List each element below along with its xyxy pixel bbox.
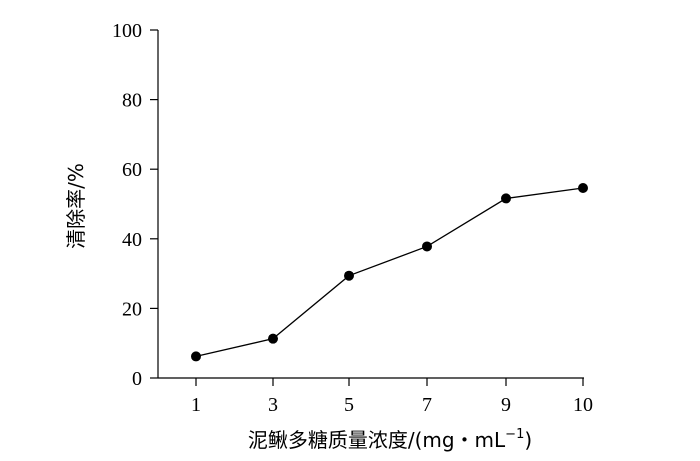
data-point xyxy=(268,333,278,344)
series xyxy=(191,182,588,362)
y-tick-label: 0 xyxy=(132,368,142,390)
x-tick-label: 9 xyxy=(501,394,511,416)
x-tick-label: 10 xyxy=(573,394,593,416)
axes xyxy=(157,30,584,379)
x-axis-title-close: ) xyxy=(524,428,532,452)
x-axis-title-superscript: −1 xyxy=(505,427,524,442)
data-point xyxy=(344,270,354,281)
x-tick-label: 3 xyxy=(268,394,278,416)
data-point xyxy=(578,182,588,193)
data-point xyxy=(501,193,511,204)
x-tick-label: 5 xyxy=(344,394,354,416)
x-axis-title-main: 泥鳅多糖质量浓度/(mg・mL xyxy=(248,428,506,452)
y-axis-title: 清除率/% xyxy=(64,163,88,249)
data-point xyxy=(191,351,201,362)
data-point xyxy=(422,241,432,252)
series-line xyxy=(195,187,584,358)
y-ticks: 0 20 40 60 80 100 xyxy=(112,20,158,390)
y-tick-label: 40 xyxy=(122,229,142,251)
x-ticks: 1 3 5 7 9 10 xyxy=(191,378,593,416)
x-tick-label: 7 xyxy=(422,394,432,416)
x-axis-title: 泥鳅多糖质量浓度/(mg・mL−1) xyxy=(248,427,532,452)
y-tick-label: 100 xyxy=(112,20,142,42)
y-tick-label: 20 xyxy=(122,298,142,320)
y-tick-label: 60 xyxy=(122,159,142,181)
y-tick-label: 80 xyxy=(122,90,142,112)
x-tick-label: 1 xyxy=(191,394,201,416)
